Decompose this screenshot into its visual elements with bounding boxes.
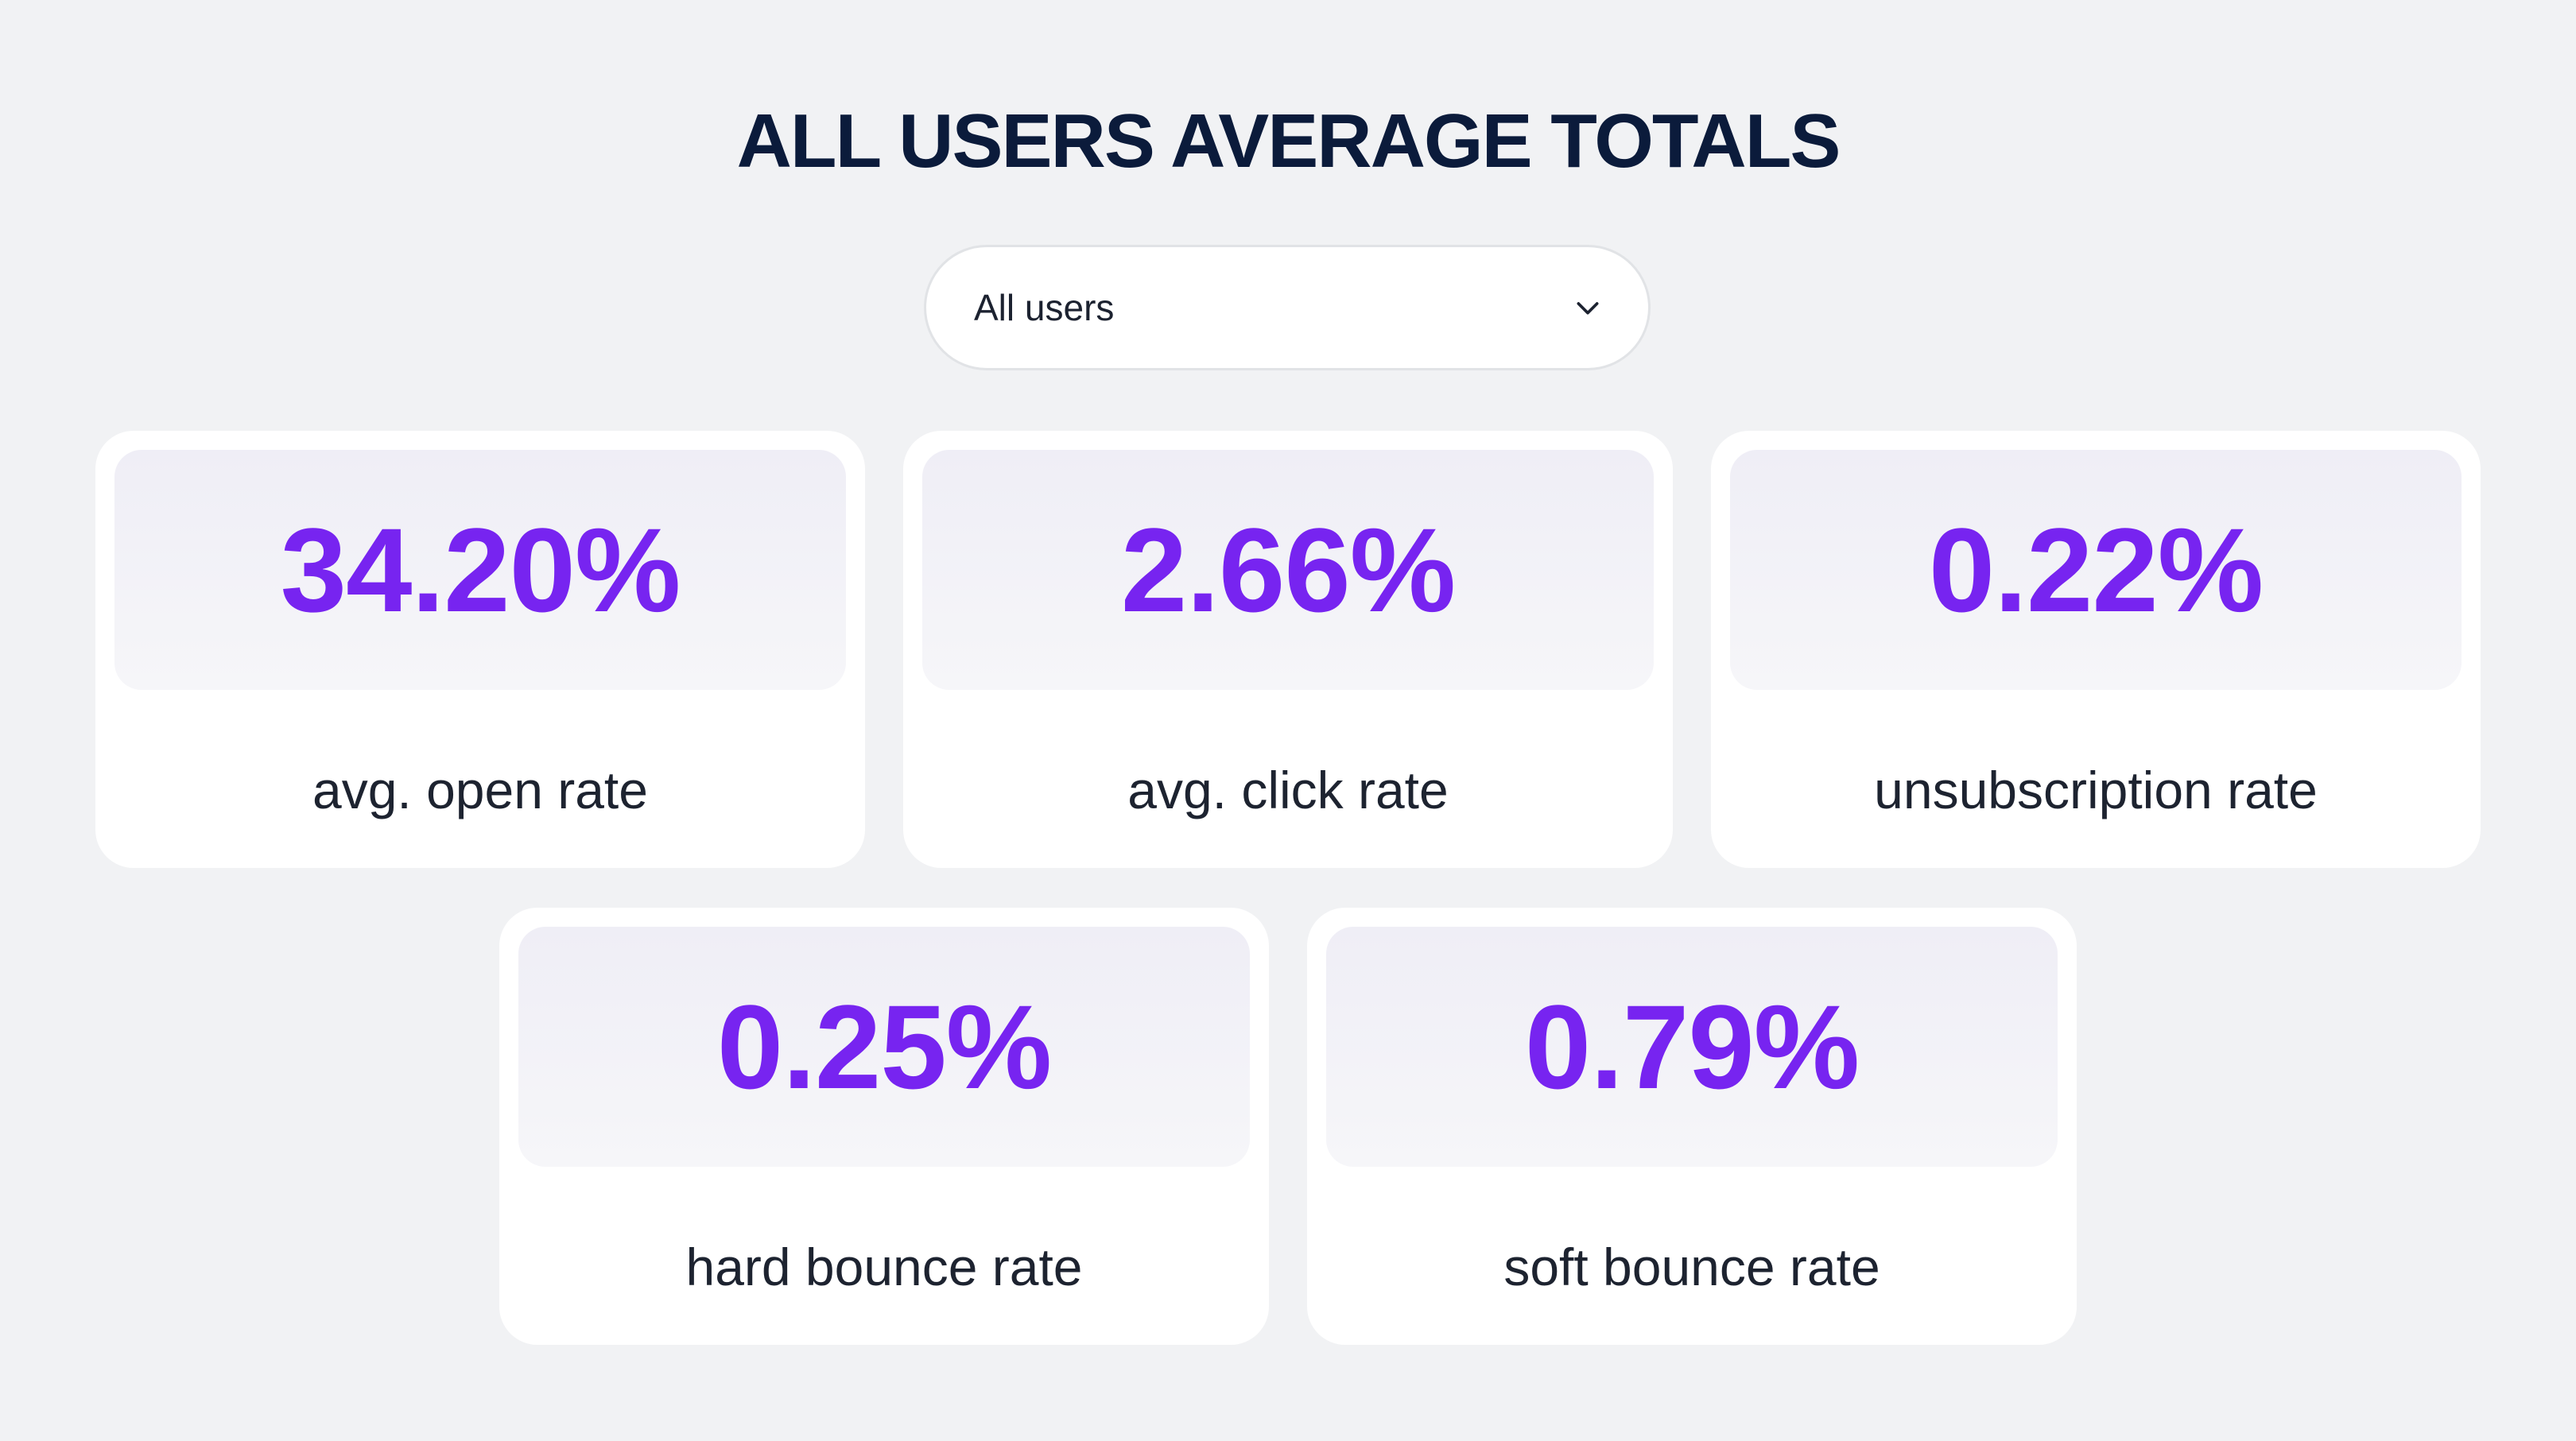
metric-label: avg. click rate <box>1127 761 1449 819</box>
metric-label: unsubscription rate <box>1874 761 2318 819</box>
metric-value-box: 0.25% <box>518 927 1250 1167</box>
metric-card-hard-bounce-rate: 0.25% hard bounce rate <box>499 908 1269 1345</box>
chevron-down-icon <box>1570 290 1605 325</box>
metric-card-unsubscription-rate: 0.22% unsubscription rate <box>1711 431 2481 868</box>
metric-value-box: 0.79% <box>1326 927 2058 1167</box>
user-filter-dropdown[interactable]: All users <box>924 245 1651 370</box>
page-title: ALL USERS AVERAGE TOTALS <box>736 99 1841 184</box>
metric-value: 34.20% <box>280 502 681 637</box>
metric-label: avg. open rate <box>312 761 648 819</box>
metric-value-box: 34.20% <box>114 450 846 690</box>
metric-value-box: 0.22% <box>1730 450 2462 690</box>
metric-value: 0.25% <box>716 979 1052 1114</box>
metric-label: hard bounce rate <box>685 1238 1083 1296</box>
metric-card-soft-bounce-rate: 0.79% soft bounce rate <box>1307 908 2077 1345</box>
metric-value: 0.22% <box>1928 502 2264 637</box>
metric-label: soft bounce rate <box>1503 1238 1880 1296</box>
metric-value: 0.79% <box>1524 979 1860 1114</box>
metric-card-open-rate: 34.20% avg. open rate <box>95 431 865 868</box>
user-filter-selected-value: All users <box>974 287 1115 328</box>
metric-card-click-rate: 2.66% avg. click rate <box>903 431 1673 868</box>
metric-value-box: 2.66% <box>922 450 1654 690</box>
metric-value: 2.66% <box>1120 502 1456 637</box>
